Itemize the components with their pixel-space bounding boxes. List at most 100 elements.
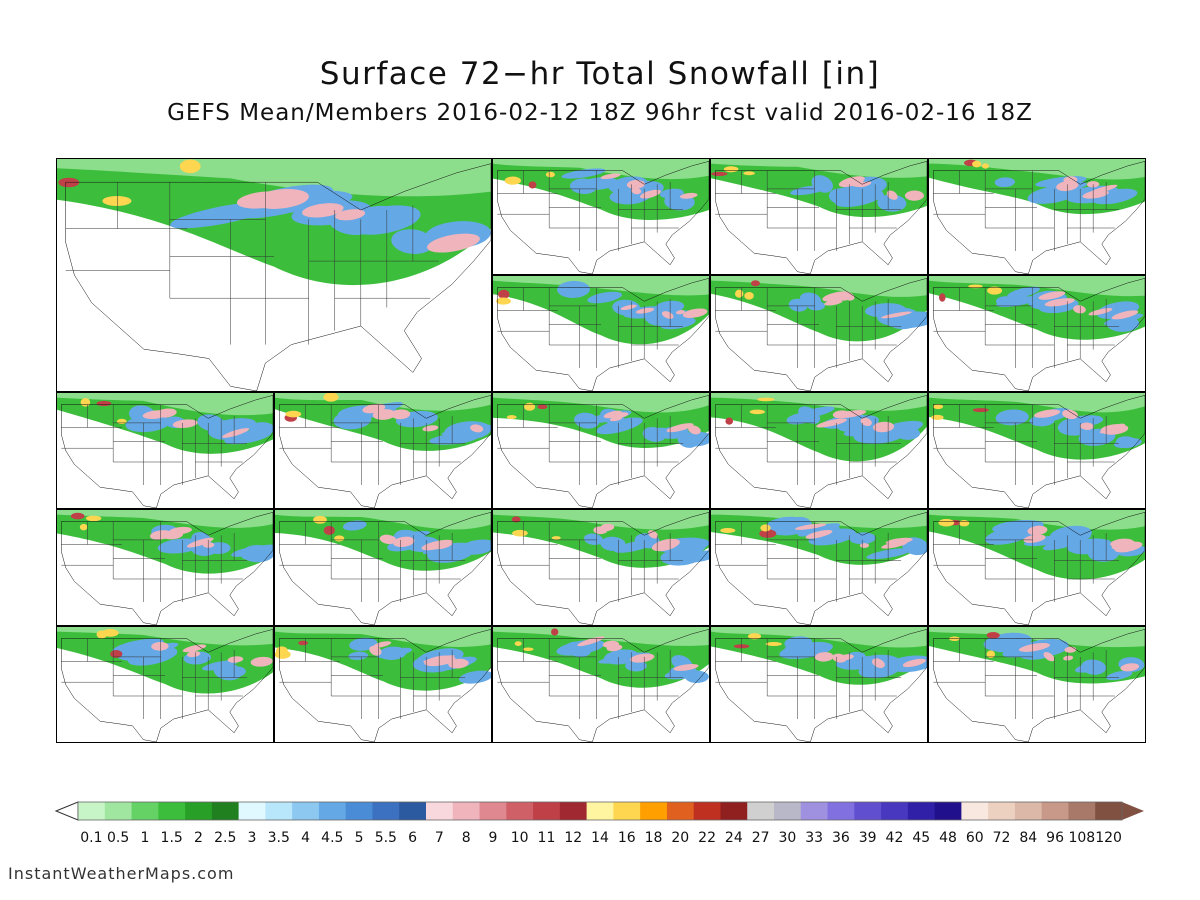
- colorbar-swatch: [292, 802, 320, 820]
- colorbar-swatch: [506, 802, 534, 820]
- us-outline: [715, 161, 927, 274]
- colorbar-label: 10: [511, 830, 529, 846]
- snowfall-field: [57, 510, 273, 574]
- snowfall-field: [493, 510, 709, 568]
- colorbar-swatch: [934, 802, 962, 820]
- colorbar-label: 1.5: [161, 830, 183, 846]
- colorbar-swatch: [399, 802, 427, 820]
- snowfall-field: [57, 393, 273, 454]
- colorbar-label: 8: [462, 830, 471, 846]
- colorbar-swatch: [774, 802, 802, 820]
- colorbar-swatch: [988, 802, 1016, 820]
- colorbar-swatch: [586, 802, 614, 820]
- colorbar-label: 0.5: [107, 830, 129, 846]
- us-outline: [715, 629, 927, 742]
- map-subtitle: GEFS Mean/Members 2016-02-12 18Z 96hr fc…: [167, 100, 1033, 126]
- snowfall-field: [929, 510, 1145, 580]
- member-panel: [710, 626, 928, 743]
- member-panel: [274, 626, 492, 743]
- us-outline: [497, 512, 709, 625]
- us-outline: [933, 395, 1145, 508]
- colorbar-swatch: [907, 802, 936, 820]
- map-title: Surface 72−hr Total Snowfall [in]: [319, 56, 881, 92]
- snowfall-field: [493, 627, 709, 688]
- colorbar-swatch: [1014, 802, 1043, 820]
- member-panel: [492, 626, 710, 743]
- colorbar-swatch: [78, 802, 106, 820]
- colorbar-min-arrow: [54, 801, 79, 821]
- colorbar-swatch: [265, 802, 293, 820]
- colorbar-label: 9: [488, 830, 497, 846]
- colorbar-label: 45: [912, 830, 930, 846]
- colorbar-swatch: [961, 802, 989, 820]
- colorbar-label: 108: [1068, 830, 1095, 846]
- member-panel: [928, 509, 1146, 626]
- colorbar-label: 11: [538, 830, 556, 846]
- colorbar-label: 72: [993, 830, 1011, 846]
- snowfall-field: [711, 276, 927, 342]
- colorbar-label: 27: [752, 830, 770, 846]
- colorbar-label: 42: [886, 830, 904, 846]
- colorbar-swatch: [131, 802, 159, 820]
- colorbar-label: 36: [832, 830, 850, 846]
- colorbar-swatch: [747, 802, 775, 820]
- snowfall-field: [711, 393, 927, 462]
- colorbar-label: 120: [1095, 830, 1122, 846]
- colorbar-label: 5: [355, 830, 364, 846]
- us-outline: [61, 629, 273, 742]
- colorbar-label: 39: [859, 830, 877, 846]
- snowfall-field: [711, 159, 927, 218]
- colorbar-swatch: [479, 802, 507, 820]
- us-outline: [715, 395, 927, 508]
- us-outline: [279, 395, 491, 508]
- snowfall-field: [711, 510, 927, 565]
- colorbar-label: 24: [725, 830, 743, 846]
- us-outline: [715, 512, 927, 625]
- colorbar-swatch: [613, 802, 641, 820]
- colorbar-swatch: [827, 802, 855, 820]
- colorbar-swatch: [533, 802, 561, 820]
- colorbar-swatch: [640, 802, 668, 820]
- colorbar-label: 30: [778, 830, 796, 846]
- colorbar-swatch: [452, 802, 481, 820]
- colorbar-swatch: [666, 802, 695, 820]
- colorbar-max-arrow: [1122, 802, 1144, 820]
- colorbar-swatch: [345, 802, 373, 820]
- snowfall-field: [275, 510, 491, 571]
- colorbar-label: 60: [966, 830, 984, 846]
- snowfall-field: [275, 393, 491, 451]
- us-outline: [497, 629, 709, 742]
- colorbar-swatch: [211, 802, 240, 820]
- us-outline: [66, 164, 491, 391]
- colorbar-swatch: [1068, 802, 1096, 820]
- colorbar-label: 3: [248, 830, 257, 846]
- member-panel: [710, 158, 928, 275]
- member-panel: [492, 509, 710, 626]
- colorbar-swatch: [693, 802, 721, 820]
- colorbar-swatch: [104, 802, 133, 820]
- colorbar-swatch: [1041, 802, 1069, 820]
- us-outline: [715, 278, 927, 391]
- member-panel: [492, 392, 710, 509]
- member-panel: [56, 626, 274, 743]
- snowfall-field: [929, 393, 1145, 460]
- member-panel: [492, 158, 710, 275]
- colorbar-label: 48: [939, 830, 957, 846]
- us-outline: [497, 395, 709, 508]
- colorbar-swatch: [720, 802, 748, 820]
- colorbar-swatch: [1095, 802, 1123, 820]
- snowfall-field: [493, 393, 709, 448]
- snowfall-field: [57, 159, 491, 286]
- colorbar-label: 12: [564, 830, 582, 846]
- us-outline: [933, 629, 1145, 742]
- snowfall-field: [929, 276, 1145, 340]
- us-outline: [933, 278, 1145, 391]
- snowfall-field: [57, 627, 273, 694]
- colorbar-label: 16: [618, 830, 636, 846]
- credit-text: InstantWeatherMaps.com: [8, 864, 235, 883]
- colorbar-label: 33: [805, 830, 823, 846]
- colorbar: 0.1 0.5 1 1.5 2 2.5 3 3.5 4 4.5 5 5.5 6 7 8 9 10 11 12 14 16…: [54, 801, 1144, 846]
- snowfall-field: [711, 627, 927, 685]
- colorbar-swatch: [185, 802, 213, 820]
- colorbar-swatch: [158, 802, 186, 820]
